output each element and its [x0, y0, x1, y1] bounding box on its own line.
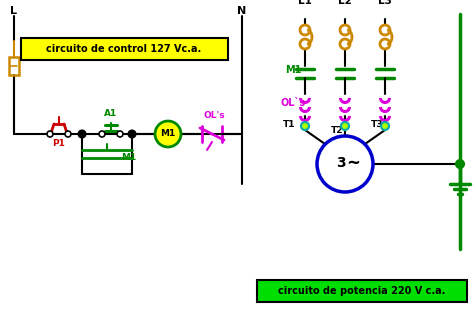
- FancyBboxPatch shape: [257, 280, 467, 302]
- Text: L1: L1: [298, 0, 312, 6]
- Text: L: L: [10, 6, 18, 16]
- Text: circuito de potencia 220 V c.a.: circuito de potencia 220 V c.a.: [278, 286, 446, 296]
- Circle shape: [381, 122, 389, 130]
- Circle shape: [340, 25, 350, 35]
- Circle shape: [300, 25, 310, 35]
- Circle shape: [79, 130, 85, 138]
- Text: P1: P1: [53, 139, 65, 149]
- FancyBboxPatch shape: [21, 38, 228, 60]
- Text: T2: T2: [330, 126, 343, 135]
- Circle shape: [380, 25, 390, 35]
- Text: M1: M1: [285, 65, 301, 75]
- Text: M1: M1: [121, 154, 136, 163]
- Text: A1: A1: [104, 109, 118, 118]
- Text: T1: T1: [283, 120, 295, 129]
- Text: 3: 3: [336, 156, 346, 170]
- Text: ~: ~: [346, 154, 360, 172]
- Text: N: N: [237, 6, 246, 16]
- Text: OL's: OL's: [203, 112, 225, 121]
- Circle shape: [301, 122, 309, 130]
- Circle shape: [99, 131, 105, 137]
- Text: L2: L2: [338, 0, 352, 6]
- Circle shape: [300, 39, 310, 49]
- Circle shape: [456, 160, 464, 168]
- Circle shape: [128, 130, 136, 138]
- Text: M1: M1: [160, 129, 176, 138]
- Circle shape: [155, 121, 181, 147]
- Circle shape: [65, 131, 71, 137]
- Text: L3: L3: [378, 0, 392, 6]
- Text: OL`s: OL`s: [281, 98, 306, 108]
- Circle shape: [380, 39, 390, 49]
- Text: circuito de control 127 Vc.a.: circuito de control 127 Vc.a.: [46, 44, 201, 54]
- Text: T3: T3: [371, 120, 383, 129]
- Circle shape: [341, 122, 349, 130]
- Circle shape: [47, 131, 53, 137]
- Circle shape: [317, 136, 373, 192]
- Circle shape: [117, 131, 123, 137]
- Circle shape: [340, 39, 350, 49]
